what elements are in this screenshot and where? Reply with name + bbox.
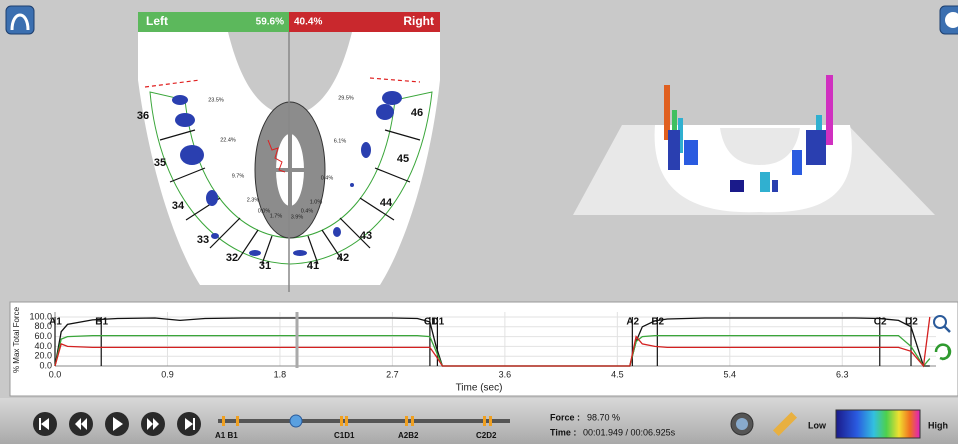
- ruler-button[interactable]: [772, 411, 798, 437]
- tooth-number: 41: [307, 260, 319, 272]
- zoom-button[interactable]: [933, 315, 947, 329]
- arch-view-button[interactable]: [5, 5, 35, 35]
- tooth-number: 46: [411, 107, 423, 119]
- tooth-percentage: 3.9%: [291, 214, 304, 220]
- timeline-label: A1 B1: [215, 431, 238, 440]
- tooth-number: 42: [337, 252, 349, 264]
- tooth-percentage: 22.4%: [220, 137, 236, 143]
- x-axis-label: Time (sec): [456, 383, 503, 394]
- 3d-arch: [654, 125, 852, 213]
- timeline-events: [222, 416, 492, 426]
- y-tick-label: 80.0: [34, 321, 52, 331]
- event-label: B1: [95, 317, 108, 328]
- tooth-percentage: 6.1%: [334, 138, 347, 144]
- force-line: [54, 316, 931, 368]
- right-label: Right: [403, 14, 434, 28]
- timeline-knob[interactable]: [289, 414, 303, 428]
- y-tick-label: 20.0: [34, 351, 52, 361]
- x-tick-label: 0.0: [49, 369, 62, 379]
- tooth-percentage: 0.4%: [321, 175, 334, 181]
- tooth-number: 45: [397, 153, 409, 165]
- contact-areas: [172, 91, 402, 256]
- event-label: C2: [874, 317, 887, 328]
- scale-high: High: [928, 420, 948, 430]
- tooth-percentage: 23.5%: [208, 97, 224, 103]
- timeline-label: C2D2: [476, 431, 497, 440]
- tooth-dividers: [159, 129, 421, 265]
- tooth-percentage: 0.0%: [258, 208, 271, 214]
- tooth-number: 43: [360, 230, 372, 242]
- right-value: 40.4%: [294, 17, 322, 28]
- timeline-label: A2B2: [398, 431, 419, 440]
- event-label: A2: [626, 317, 639, 328]
- clock-icon: [945, 12, 958, 28]
- x-tick-label: 5.4: [724, 369, 737, 379]
- tooth-region: [149, 91, 433, 265]
- 3d-bars: [664, 75, 833, 192]
- target-cross: [276, 134, 304, 206]
- tooth-percentage: 1.0%: [310, 199, 323, 205]
- refresh-button[interactable]: [934, 343, 952, 361]
- y-tick-label: 40.0: [34, 341, 52, 351]
- force-label: Force :: [550, 412, 580, 422]
- x-tick-label: 4.5: [611, 369, 624, 379]
- tooth-number: 35: [154, 157, 166, 169]
- tooth-percentage: 0.4%: [301, 208, 314, 214]
- scale-low: Low: [808, 420, 827, 430]
- x-tick-label: 0.9: [161, 369, 174, 379]
- tooth-percentage: 29.5%: [338, 95, 354, 101]
- event-label: D1: [431, 317, 444, 328]
- event-label: D2: [905, 317, 918, 328]
- force-trajectory: [267, 139, 286, 173]
- x-tick-label: 3.6: [499, 369, 512, 379]
- y-axis-label: % Max Total Force: [12, 306, 21, 373]
- force-line: [54, 317, 930, 367]
- x-tick-label: 1.8: [274, 369, 287, 379]
- y-tick-label: 100.0: [29, 311, 52, 321]
- x-tick-label: 2.7: [386, 369, 399, 379]
- tooth-number: 33: [197, 234, 209, 246]
- event-label: B2: [651, 317, 664, 328]
- tooth-percentage: 2.3%: [247, 197, 260, 203]
- tooth-number: 36: [137, 110, 149, 122]
- arch-icon: [10, 13, 30, 31]
- force-line: [54, 334, 931, 368]
- right-balance-bar: [289, 12, 440, 32]
- timeline-track[interactable]: [218, 419, 510, 423]
- timeline-label: C1D1: [334, 431, 355, 440]
- time-label: Time :: [550, 427, 576, 437]
- left-value: 59.6%: [256, 17, 284, 28]
- y-tick-label: 0.0: [39, 360, 52, 370]
- force-scale: [835, 409, 921, 439]
- gauge-face: [736, 418, 748, 430]
- control-glyphs: [39, 417, 195, 431]
- left-label: Left: [146, 14, 168, 28]
- force-value: 98.70 %: [587, 412, 620, 422]
- tooth-number: 34: [172, 200, 185, 212]
- zoom-handle: [943, 325, 951, 333]
- time-value: 00:01.949 / 00:06.925s: [583, 427, 676, 437]
- x-tick-label: 6.3: [836, 369, 849, 379]
- reference-lines: [144, 77, 421, 88]
- tooth-number: 44: [380, 197, 393, 209]
- left-balance-bar: [138, 12, 289, 32]
- y-tick-label: 60.0: [34, 331, 52, 341]
- tooth-number: 31: [259, 260, 271, 272]
- tooth-percentage: 9.7%: [232, 173, 245, 179]
- event-label: A1: [49, 317, 62, 328]
- tooth-percentage: 1.7%: [270, 213, 283, 219]
- tooth-number: 32: [226, 252, 238, 264]
